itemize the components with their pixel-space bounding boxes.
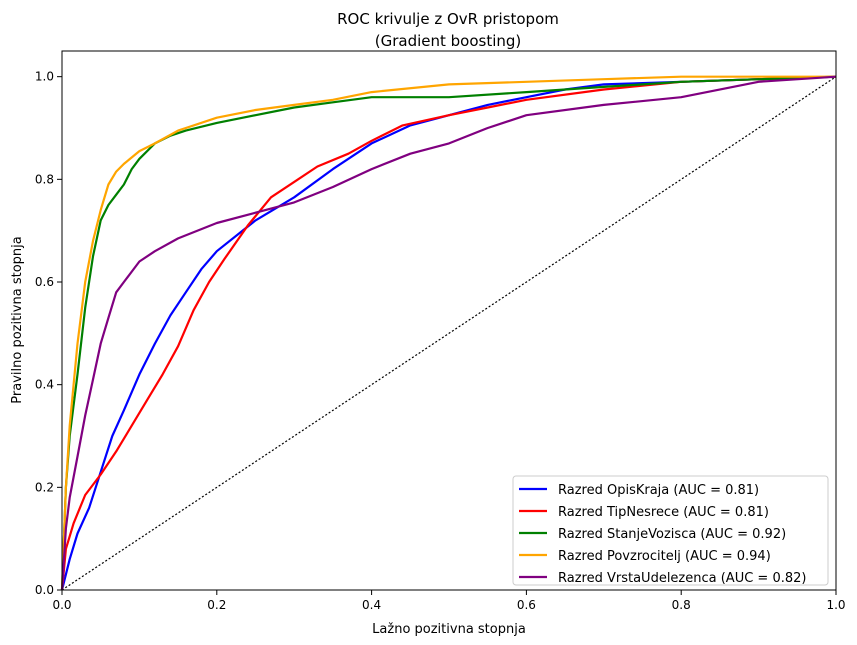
- y-axis-label: Pravilno pozitivna stopnja: [10, 236, 25, 403]
- x-axis: 0.0 0.2 0.4 0.6 0.8 1.0: [52, 590, 846, 612]
- legend-entry: Razred Povzrocitelj (AUC = 0.94): [558, 549, 771, 564]
- series-line-2: [60, 75, 837, 591]
- y-tick-label: 0.0: [35, 583, 54, 597]
- legend-entry: Razred VrstaUdelezenca (AUC = 0.82): [558, 571, 806, 586]
- legend-entry: Razred StanjeVozisca (AUC = 0.92): [558, 527, 786, 542]
- x-tick-label: 0.6: [517, 598, 536, 612]
- diagonal-reference-line: [61, 76, 837, 591]
- y-tick-label: 0.6: [35, 275, 54, 289]
- legend-entry: Razred OpisKraja (AUC = 0.81): [558, 483, 759, 498]
- y-tick-label: 0.4: [35, 378, 54, 392]
- y-tick-label: 0.8: [35, 172, 54, 186]
- y-tick-label: 1.0: [35, 70, 54, 84]
- series-line-4: [60, 75, 836, 591]
- plot-frame: [61, 50, 837, 591]
- x-tick-label: 1.0: [826, 598, 845, 612]
- chart-title-line2: (Gradient boosting): [375, 32, 522, 50]
- y-tick-label: 0.2: [35, 480, 54, 494]
- y-axis: 0.0 0.2 0.4 0.6 0.8 1.0: [35, 70, 62, 597]
- series-line-5: [60, 75, 837, 591]
- legend-entry: Razred TipNesrece (AUC = 0.81): [558, 505, 769, 520]
- legend: Razred OpisKraja (AUC = 0.81) Razred TipN…: [512, 475, 829, 586]
- legend-box: [512, 475, 829, 586]
- x-tick-label: 0.4: [362, 598, 381, 612]
- x-axis-label: Lažno pozitivna stopnja: [372, 622, 526, 637]
- chart-title-line1: ROC krivulje z OvR pristopom: [337, 10, 559, 28]
- x-tick-label: 0.0: [52, 598, 71, 612]
- x-tick-label: 0.8: [672, 598, 691, 612]
- x-tick-label: 0.2: [207, 598, 226, 612]
- plot-area: [60, 75, 837, 591]
